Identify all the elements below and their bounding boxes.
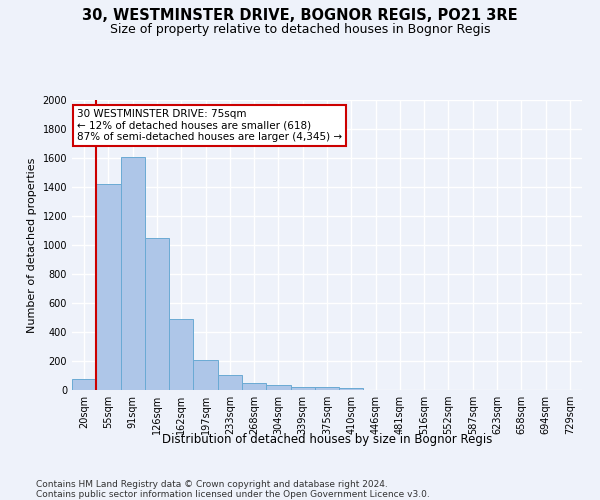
Bar bbox=[193, 360, 218, 390]
Text: Contains HM Land Registry data © Crown copyright and database right 2024.
Contai: Contains HM Land Registry data © Crown c… bbox=[36, 480, 430, 499]
Y-axis label: Number of detached properties: Number of detached properties bbox=[27, 158, 37, 332]
Bar bbox=[339, 388, 364, 390]
Bar bbox=[121, 156, 145, 390]
Bar bbox=[96, 184, 121, 390]
Bar bbox=[72, 379, 96, 390]
Bar bbox=[242, 384, 266, 390]
Text: Size of property relative to detached houses in Bognor Regis: Size of property relative to detached ho… bbox=[110, 22, 490, 36]
Bar bbox=[218, 375, 242, 390]
Bar bbox=[266, 385, 290, 390]
Bar bbox=[169, 319, 193, 390]
Text: 30 WESTMINSTER DRIVE: 75sqm
← 12% of detached houses are smaller (618)
87% of se: 30 WESTMINSTER DRIVE: 75sqm ← 12% of det… bbox=[77, 108, 342, 142]
Text: 30, WESTMINSTER DRIVE, BOGNOR REGIS, PO21 3RE: 30, WESTMINSTER DRIVE, BOGNOR REGIS, PO2… bbox=[82, 8, 518, 22]
Bar bbox=[290, 387, 315, 390]
Text: Distribution of detached houses by size in Bognor Regis: Distribution of detached houses by size … bbox=[162, 432, 492, 446]
Bar bbox=[145, 238, 169, 390]
Bar bbox=[315, 388, 339, 390]
